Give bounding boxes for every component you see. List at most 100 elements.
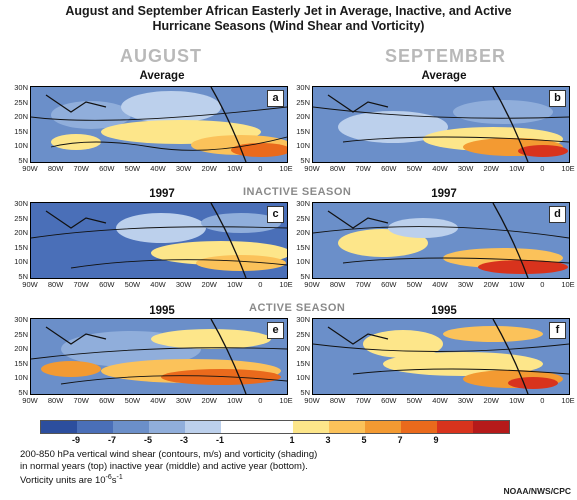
lon-tick-label: 10E [561, 280, 575, 289]
lat-tick-label: 30N [296, 199, 310, 208]
lat-tick-label: 5N [18, 388, 28, 397]
lon-tick-label: 80W [47, 396, 64, 405]
lon-tick-label: 40W [150, 280, 166, 289]
lon-tick-label: 30W [457, 396, 474, 405]
colorbar-swatch [293, 421, 329, 433]
lat-tick-label: 10N [296, 373, 310, 383]
colorbar-tick-label: -1 [215, 435, 224, 445]
panel-c-label: c [267, 206, 284, 223]
lat-tick-label: 10N [296, 257, 310, 267]
colorbar-tick-label: 9 [433, 435, 439, 445]
lon-tick-label: 30W [175, 164, 192, 173]
lon-tick-label: 70W [73, 164, 89, 173]
panel-f-field [313, 319, 569, 394]
colorbar-swatch [113, 421, 149, 433]
lat-tick-label: 10N [14, 373, 28, 383]
lon-tick-label: 40W [432, 164, 448, 173]
lon-tick-label: 10E [279, 164, 293, 173]
lon-tick-label: 80W [329, 164, 346, 173]
lon-tick-label: 70W [73, 396, 89, 405]
lat-tick-label: 30N [14, 315, 28, 324]
lat-tick-label: 5N [300, 272, 310, 281]
panel-c-title: 1997 [149, 188, 175, 200]
caption-units: Vorticity units are 10 [20, 475, 106, 487]
figure-title: August and September African Easterly Je… [0, 4, 577, 34]
caption-line-3: Vorticity units are 10-6s-1 [20, 472, 317, 487]
colorbar-swatch [401, 421, 437, 433]
colorbar-tick-label: -3 [179, 435, 188, 445]
lon-tick-label: 90W [22, 280, 38, 289]
lon-tick-label: 30W [175, 280, 192, 289]
title-line-1: August and September African Easterly Je… [65, 4, 512, 18]
panel-b-title: Average [421, 70, 467, 82]
lat-tick-label: 30N [296, 315, 310, 324]
colorbar-tick-label: -5 [143, 435, 152, 445]
lat-tick-label: 15N [296, 126, 310, 136]
colorbar-swatch [365, 421, 401, 433]
lon-tick-label: 10E [561, 396, 575, 405]
lon-tick-label: 10W [227, 396, 243, 405]
lon-tick-label: 90W [22, 164, 38, 173]
lon-tick-label: 90W [304, 164, 320, 173]
caption-exponent-2: -1 [116, 474, 123, 481]
lon-tick-label: 50W [124, 164, 141, 173]
lon-tick-label: 70W [355, 280, 371, 289]
lon-tick-label: 80W [47, 280, 64, 289]
lon-tick-label: 70W [355, 164, 371, 173]
lat-tick-label: 5N [300, 388, 310, 397]
lon-tick-label: 80W [329, 396, 346, 405]
lat-tick-label: 25N [14, 97, 28, 107]
lat-tick-label: 30N [14, 199, 28, 208]
panel-c-map: c [30, 202, 288, 279]
lon-tick-label: 50W [406, 396, 423, 405]
lon-tick-label: 60W [99, 164, 115, 173]
lat-tick-label: 15N [14, 126, 28, 136]
lon-tick-label: 30W [457, 280, 474, 289]
lon-tick-label: 0 [258, 396, 263, 405]
active-season-heading: ACTIVE SEASON [249, 302, 346, 314]
title-line-2: Hurricane Seasons (Wind Shear and Vortic… [152, 19, 425, 33]
lon-tick-label: 10W [227, 280, 243, 289]
credit-text: NOAA/NWS/CPC [503, 486, 571, 496]
colorbar-swatch [473, 421, 509, 433]
caption-line-1: 200-850 hPa vertical wind shear (contour… [20, 449, 318, 460]
lat-tick-label: 5N [18, 272, 28, 281]
colorbar-tick-label: 3 [325, 435, 331, 445]
month-august-heading: AUGUST [120, 46, 202, 66]
colorbar-swatch [149, 421, 185, 433]
lat-tick-label: 30N [14, 83, 28, 92]
colorbar-swatch [185, 421, 221, 433]
colorbar-tick-label: -9 [71, 435, 80, 445]
lon-tick-label: 60W [381, 280, 397, 289]
panel-d-map: d [312, 202, 570, 279]
panel-e-title: 1995 [149, 305, 175, 317]
lon-tick-label: 10W [227, 164, 243, 173]
panel-b-field [313, 87, 569, 162]
lon-tick-label: 20W [483, 164, 499, 173]
panel-d-field [313, 203, 569, 278]
panel-a-field [31, 87, 287, 162]
lat-tick-label: 15N [14, 242, 28, 252]
lon-tick-label: 40W [150, 164, 166, 173]
inactive-season-heading: INACTIVE SEASON [243, 186, 352, 198]
panel-f-label: f [549, 322, 566, 339]
lon-tick-label: 0 [258, 164, 263, 173]
lon-tick-label: 10W [509, 164, 525, 173]
lat-tick-label: 5N [18, 156, 28, 165]
colorbar-swatch [329, 421, 365, 433]
lon-tick-label: 10W [509, 396, 525, 405]
lat-tick-label: 20N [14, 112, 28, 122]
caption-exponent: -6 [105, 474, 112, 481]
lon-tick-label: 0 [258, 280, 263, 289]
lon-tick-label: 20W [201, 396, 217, 405]
panel-b-map: b [312, 86, 570, 163]
lat-tick-label: 10N [296, 141, 310, 151]
caption: 200-850 hPa vertical wind shear (contour… [20, 449, 317, 487]
panel-a-map: a [30, 86, 288, 163]
caption-line-2: in normal years (top) inactive year (mid… [20, 460, 308, 472]
colorbar-tick-label: 7 [397, 435, 403, 445]
lat-tick-label: 20N [14, 344, 28, 354]
lon-tick-label: 10E [279, 396, 293, 405]
lon-tick-label: 10W [509, 280, 525, 289]
panel-f-title: 1995 [431, 305, 457, 317]
